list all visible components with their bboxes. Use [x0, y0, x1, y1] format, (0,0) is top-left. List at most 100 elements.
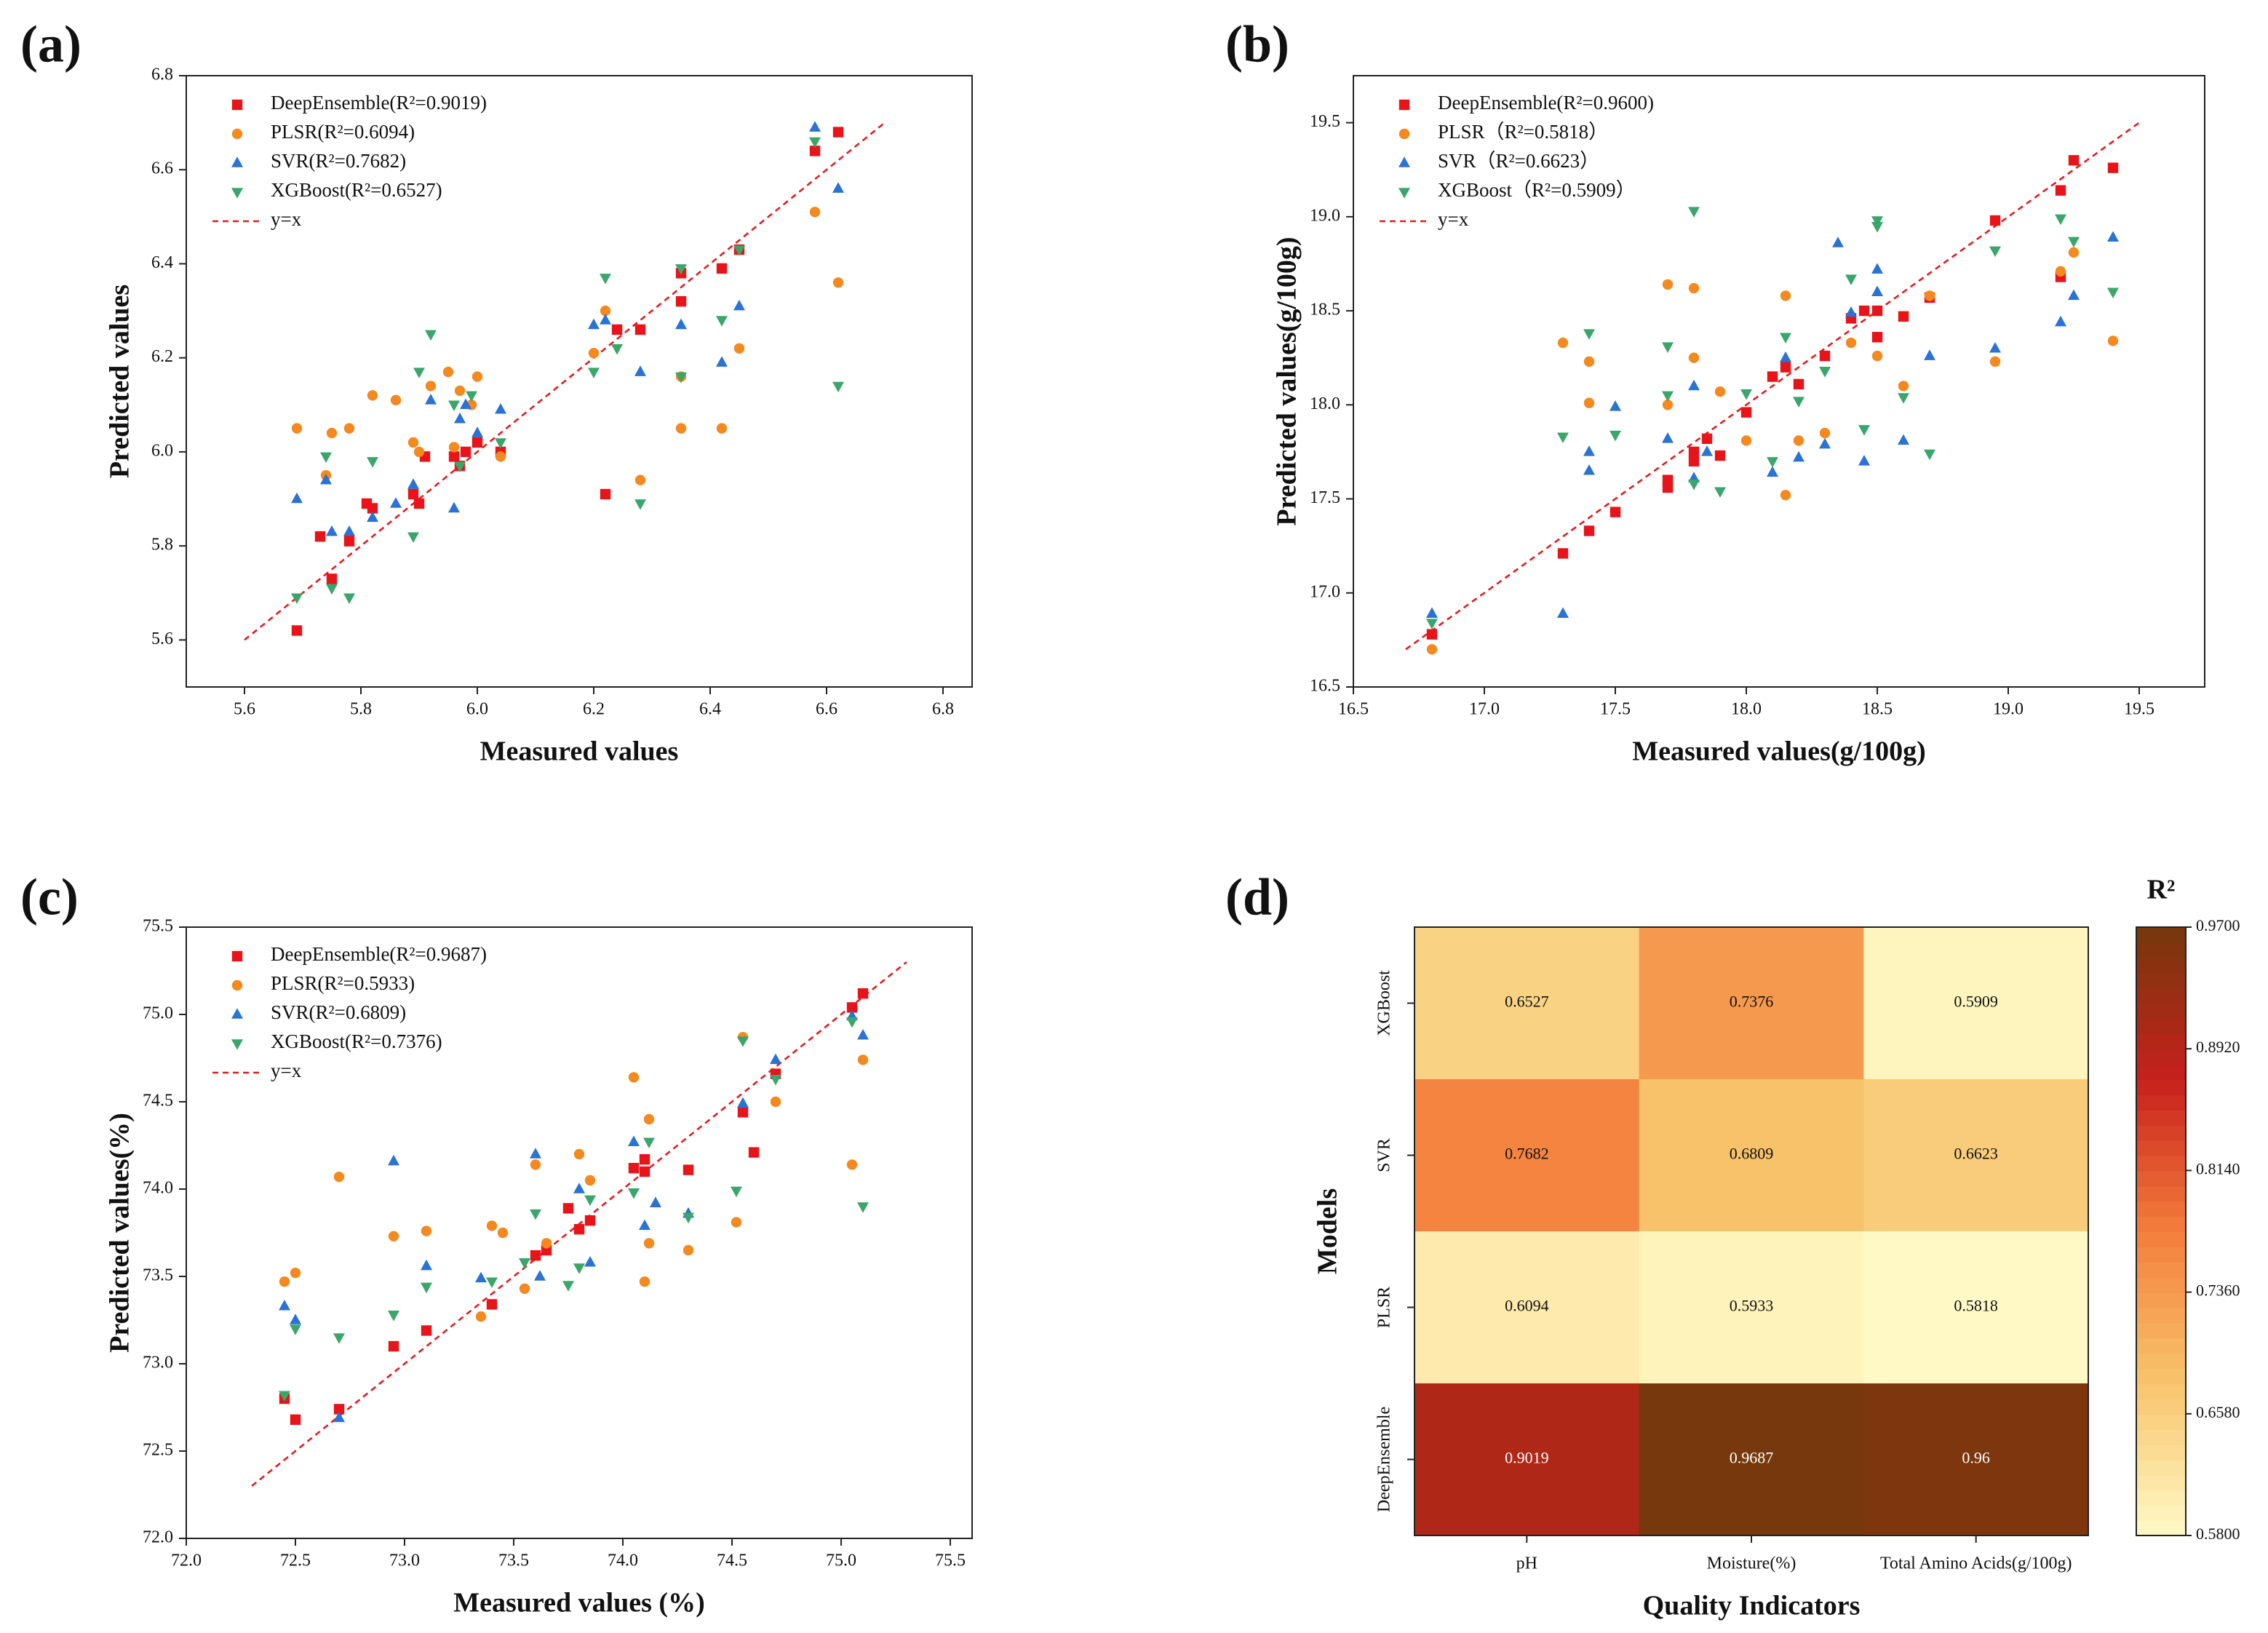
point — [460, 446, 471, 458]
plot-frame — [186, 75, 973, 688]
point — [425, 394, 437, 405]
point — [2055, 185, 2066, 196]
colorbar-tick-label: 0.8140 — [2196, 1159, 2240, 1177]
legend-marker — [231, 188, 243, 199]
point — [291, 423, 303, 434]
point — [290, 1414, 301, 1425]
colorbar-step — [2136, 1444, 2186, 1461]
y-tick-label: 74.5 — [143, 1092, 173, 1110]
point — [1688, 352, 1700, 363]
point — [832, 381, 844, 393]
point — [1688, 282, 1700, 294]
point — [326, 584, 338, 595]
point — [1793, 450, 1805, 462]
point — [1662, 391, 1674, 402]
point — [454, 412, 466, 424]
point — [809, 207, 821, 218]
heatmap-cell — [1863, 1231, 2089, 1384]
x-tick-label: 19.5 — [2124, 700, 2154, 719]
point — [643, 1137, 655, 1148]
point — [421, 1225, 432, 1236]
point — [2068, 247, 2080, 258]
panel-label: (a) — [20, 15, 81, 73]
point — [1989, 246, 2001, 258]
point — [2107, 287, 2119, 299]
point — [600, 488, 611, 500]
point — [1924, 349, 1935, 360]
colorbar-step — [2136, 1413, 2186, 1430]
colorbar-step — [2136, 972, 2186, 989]
x-tick-label: pH — [1516, 1554, 1537, 1573]
heatmap-cell — [1414, 1079, 1640, 1232]
reference-line — [244, 122, 886, 641]
heatmap-cell — [1414, 927, 1640, 1080]
x-tick-label: 72.0 — [171, 1551, 202, 1570]
point — [639, 1154, 650, 1165]
point — [1688, 456, 1700, 467]
cell-label: 0.9687 — [1730, 1449, 1774, 1467]
point — [519, 1283, 530, 1295]
point — [1740, 435, 1752, 446]
point — [333, 1172, 345, 1183]
y-axis-label: Predicted values — [105, 285, 135, 478]
x-tick-label: 19.0 — [1993, 700, 2024, 719]
point — [519, 1258, 530, 1269]
point — [497, 1227, 509, 1239]
point — [639, 1219, 650, 1231]
colorbar-step — [2136, 1064, 2186, 1081]
point — [770, 1096, 781, 1108]
point — [634, 365, 646, 376]
colorbar-step — [2136, 1201, 2186, 1217]
point — [1557, 432, 1569, 444]
y-axis-label: Models — [1313, 1188, 1343, 1274]
point — [1845, 274, 1857, 285]
point — [495, 402, 506, 414]
point — [716, 423, 728, 434]
point — [388, 1340, 399, 1352]
point — [1557, 548, 1569, 559]
point — [675, 264, 687, 275]
point — [1688, 379, 1700, 391]
x-tick-label: 74.0 — [608, 1551, 638, 1570]
point — [530, 1148, 541, 1159]
legend-marker — [231, 1039, 243, 1050]
point — [1989, 341, 2001, 353]
point — [1858, 305, 1870, 317]
cell-label: 0.96 — [1962, 1449, 1990, 1467]
legend-label: DeepEnsemble(R²=0.9687) — [271, 943, 487, 965]
point — [2055, 315, 2066, 327]
point — [1740, 389, 1752, 400]
point — [573, 1263, 585, 1274]
plot-frame — [186, 926, 973, 1539]
point — [454, 385, 466, 397]
heatmap-cell — [1863, 927, 2089, 1080]
y-axis-label: Predicted values(%) — [105, 1113, 135, 1353]
legend-marker — [231, 950, 243, 962]
x-tick-label: 6.6 — [816, 700, 837, 719]
point — [584, 1256, 596, 1267]
point — [634, 324, 646, 335]
point — [832, 127, 844, 138]
colorbar-step — [2136, 1474, 2186, 1491]
point — [333, 1411, 345, 1423]
heatmap-cell — [1863, 1383, 2089, 1536]
point — [1557, 337, 1569, 349]
point — [475, 1311, 487, 1322]
point — [486, 1277, 498, 1288]
colorbar-step — [2136, 1049, 2186, 1065]
colorbar-step — [2136, 1185, 2186, 1202]
y-tick-label: PLSR — [1375, 1287, 1394, 1328]
colorbar-step — [2136, 1003, 2186, 1020]
point — [1662, 474, 1674, 485]
plot-frame — [1353, 75, 2205, 688]
point — [562, 1203, 574, 1214]
point — [421, 1325, 432, 1336]
point — [562, 1281, 574, 1292]
point — [643, 1238, 655, 1249]
y-tick-label: 73.5 — [143, 1266, 173, 1285]
legend-label: XGBoost(R²=0.7376) — [271, 1030, 442, 1052]
colorbar-step — [2136, 942, 2186, 958]
cell-label: 0.6623 — [1954, 1145, 1998, 1163]
colorbar-tick-label: 0.7360 — [2196, 1282, 2240, 1300]
y-tick-label: 6.4 — [151, 253, 173, 272]
